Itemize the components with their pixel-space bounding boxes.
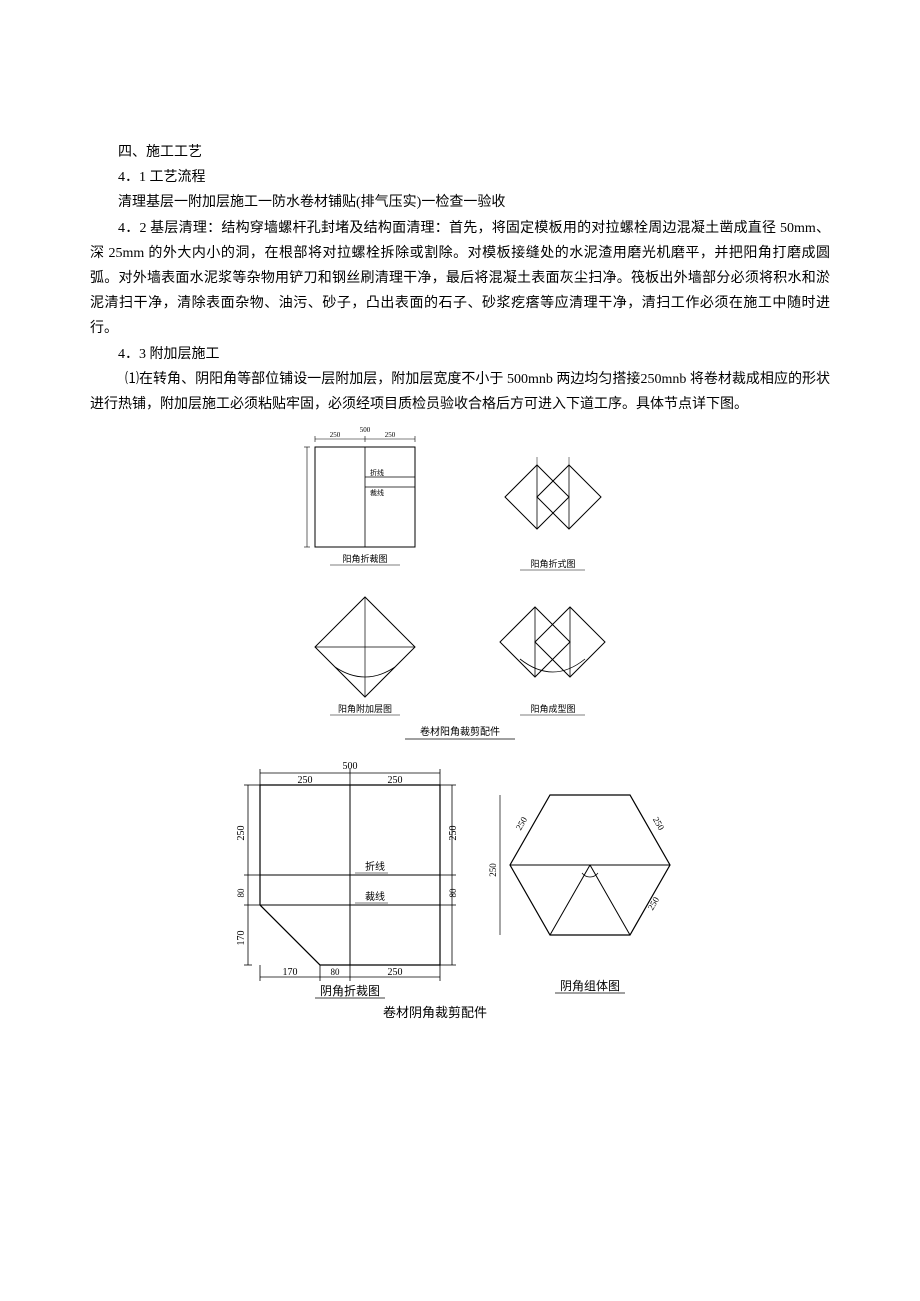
fold-label: 折线 [370,468,384,477]
diagram2-svg: 250 250 500 250 80 170 250 80 [220,755,700,1025]
dim-170: 170 [236,931,247,946]
section-heading: 四、施工工艺 [90,140,830,165]
diagram-yang-corner: 250 250 500 折线 裁线 阳角折裁图 [275,427,645,747]
dim-80: 80 [331,967,341,977]
diagram1-svg: 250 250 500 折线 裁线 阳角折裁图 [275,427,645,747]
panel2-a-caption: 阴角折裁图 [320,983,380,998]
dim-250: 250 [488,863,498,877]
dim-250: 250 [646,895,662,912]
dim-250: 250 [330,431,341,439]
dim-500: 500 [343,761,358,772]
panel-c-group: 阳角附加层图 [315,597,415,715]
panel2-b-group: 250 250 250 250 阴角组体图 [488,795,670,993]
dim-250: 250 [388,967,403,978]
process-flow: 清理基层一附加层施工一防水卷材铺贴(排气压实)一检查一验收 [90,190,830,215]
subsection-4-2: 4．2 基层清理：结构穿墙螺杆孔封堵及结构面清理：首先，将固定模板用的对拉螺栓周… [90,216,830,342]
diagram1-group-caption: 卷材阳角裁剪配件 [420,725,500,738]
dim-170: 170 [283,967,298,978]
dim-250: 250 [298,775,313,786]
dim-500: 500 [360,427,371,434]
dim-80: 80 [448,888,458,898]
cut-label: 裁线 [365,890,385,903]
subsection-4-3: 4．3 附加层施工 [90,342,830,367]
dim-250: 250 [448,826,459,841]
panel-c-caption: 阳角附加层图 [338,703,392,714]
diagram2-group-caption: 卷材阴角裁剪配件 [383,1005,487,1020]
sub42-body: 结构穿墙螺杆孔封堵及结构面清理：首先，将固定模板用的对拉螺栓周边混凝土凿成直径 … [90,221,830,337]
sub43-paragraph-1: ⑴在转角、阴阳角等部位铺设一层附加层，附加层宽度不小于 500mnb 两边均匀搭… [90,367,830,417]
panel2-a-group: 250 250 500 250 80 170 250 80 [236,761,459,998]
subsection-4-1: 4．1 工艺流程 [90,165,830,190]
panel-a-group: 250 250 500 折线 裁线 阳角折裁图 [304,427,415,565]
sub42-lead: 4．2 基层清理： [118,221,221,236]
dim-250: 250 [651,815,667,832]
panel-d-caption: 阳角成型图 [530,703,575,714]
dim-250: 250 [236,826,247,841]
dim-250: 250 [388,775,403,786]
dim-80: 80 [236,888,246,898]
dim-250: 250 [385,431,396,439]
panel2-b-caption: 阴角组体图 [560,979,620,993]
dim-250: 250 [514,815,530,832]
panel-a-caption: 阳角折裁图 [342,553,387,564]
fold-label: 折线 [365,860,385,873]
document-page: 四、施工工艺 4．1 工艺流程 清理基层一附加层施工一防水卷材铺贴(排气压实)一… [0,0,920,1301]
cut-label: 裁线 [370,488,384,497]
panel-b-caption: 阳角折式图 [530,558,575,569]
diagram-yin-corner: 250 250 500 250 80 170 250 80 [220,755,700,1025]
panel-d-group: 阳角成型图 [500,607,605,715]
panel-b-group: 阳角折式图 [505,457,601,570]
